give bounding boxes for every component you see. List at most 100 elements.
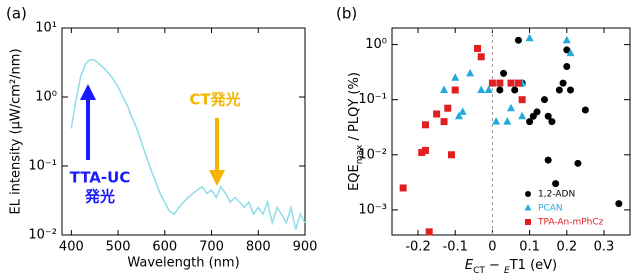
point [544,112,552,120]
x-tick-label: 0.2 [556,240,577,255]
point [518,111,527,120]
x-tick-label: -0.2 [405,240,430,255]
y-tick-label: 10¹ [35,21,57,36]
x-axis-label-part: T1 [509,258,526,273]
x-axis-label-part: − [485,258,504,273]
point [514,79,522,87]
x-tick-label: 0.3 [594,240,615,255]
point [496,86,504,94]
point [525,33,534,42]
point [518,96,526,104]
point [615,200,623,208]
point [559,79,567,87]
point [488,79,496,87]
point [566,48,575,57]
point [425,228,433,236]
x-tick-label: 900 [293,240,318,255]
y-tick-label: 10⁻² [358,147,387,162]
point [548,118,556,126]
point [555,86,563,94]
legend-marker [525,219,531,225]
panel-label: (b) [336,5,357,23]
point [440,85,449,93]
y-axis-label: EL intensity (μW/cm²/nm) [9,48,24,214]
plot-frame [61,27,306,236]
point [540,96,548,104]
point [451,86,459,94]
annotation: 発光 [84,188,115,206]
x-axis-label: ECT − ET1 (eV) [465,258,557,276]
y-tick-label: 10⁻³ [358,202,387,217]
point [544,156,552,164]
annotation: CT発光 [189,91,240,109]
x-tick-label: 400 [59,240,84,255]
point [526,118,534,126]
y-tick-label: 10⁰ [365,37,387,52]
point [500,69,508,77]
point [477,53,485,61]
point [563,46,571,54]
point [440,118,448,126]
arrow-head [209,170,225,186]
point [563,63,571,71]
point [511,86,519,94]
point [399,184,407,192]
x-axis-label-part: E [504,266,510,276]
point [514,36,522,44]
legend-label: PCAN [538,204,563,214]
y-tick-label: 10⁰ [35,90,57,105]
point [496,79,504,87]
point [503,117,512,125]
point [458,107,467,115]
point [421,121,429,129]
point [477,85,486,93]
x-tick-label: 0.1 [519,240,540,255]
legend-label: TPA-An-mPhCz [537,218,604,228]
x-tick-label: 600 [152,240,177,255]
point [552,180,560,188]
x-tick-label: 700 [199,240,224,255]
plot-frame [391,27,631,236]
y-tick-label: 10⁻¹ [28,159,57,174]
x-tick-label: -0.1 [443,240,468,255]
y-axis-label-part: EQE [347,164,362,191]
point [466,68,475,77]
x-axis-label-part: E [465,258,474,273]
y-axis-label-part: max [355,144,365,164]
point [451,73,460,81]
point [574,159,582,167]
point [581,106,589,114]
point [533,108,541,116]
point [492,117,501,125]
point [444,104,452,112]
point [418,149,426,157]
point [421,146,429,154]
x-axis-label: Wavelength (nm) [127,256,239,271]
x-tick-label: 500 [106,240,131,255]
point [454,111,463,120]
point [562,35,571,44]
legend-label: 1,2-ADN [538,190,575,200]
x-tick-label: 0 [488,240,496,255]
panel-label: (a) [6,5,27,23]
point [433,110,441,118]
x-axis-label-part: CT [473,266,485,276]
point [448,151,455,159]
point [507,79,515,87]
x-tick-label: 800 [246,240,271,255]
point [474,44,482,52]
point [507,103,515,112]
y-axis-label: EQEmax / PLQY (%) [347,72,365,191]
annotation: TTA-UC [70,169,131,187]
y-axis-label-part: / PLQY (%) [347,72,362,145]
point [567,86,574,94]
y-tick-label: 10⁻² [28,228,57,243]
point [484,85,493,93]
arrow-head [80,84,96,100]
legend-marker [525,191,531,197]
legend-marker [524,204,532,211]
x-axis-label-part: (eV) [526,258,557,273]
y-tick-label: 10⁻¹ [358,92,387,107]
